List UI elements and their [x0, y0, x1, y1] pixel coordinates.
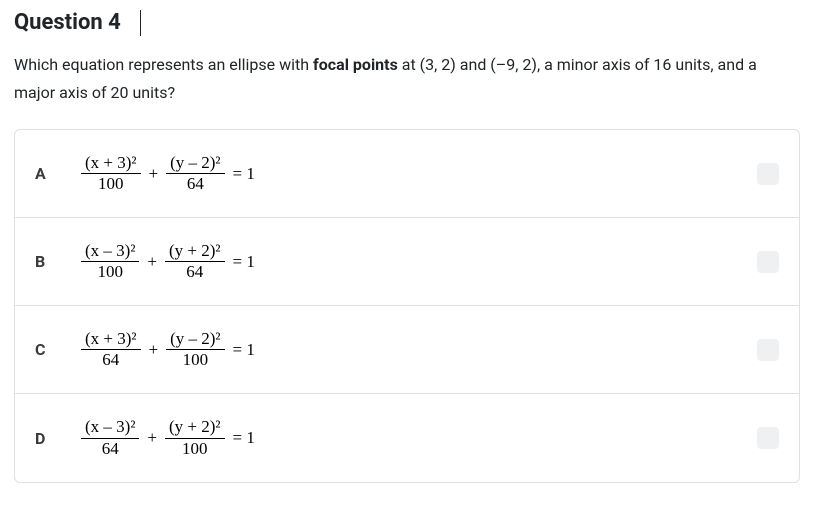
fraction-1: (x + 3)² 64	[81, 329, 141, 371]
frac2-numerator: (y – 2)²	[166, 153, 224, 174]
fraction-1: (x – 3)² 64	[81, 417, 139, 459]
frac1-denominator: 100	[94, 174, 128, 194]
fraction-2: (y – 2)² 100	[166, 329, 224, 371]
rhs: = 1	[233, 164, 255, 184]
choice-equation: (x – 3)² 64 + (y + 2)² 100 = 1	[79, 417, 757, 459]
frac2-denominator: 100	[178, 439, 212, 459]
fraction-1: (x + 3)² 100	[81, 153, 141, 195]
frac2-numerator: (y – 2)²	[166, 329, 224, 350]
choice-letter: B	[35, 252, 79, 271]
choice-equation: (x + 3)² 64 + (y – 2)² 100 = 1	[79, 329, 757, 371]
fraction-1: (x – 3)² 100	[81, 241, 139, 283]
operator: +	[147, 252, 157, 272]
question-prompt: Which equation represents an ellipse wit…	[14, 51, 800, 107]
operator: +	[149, 340, 159, 360]
prompt-bold: focal points	[313, 55, 398, 74]
choice-equation: (x – 3)² 100 + (y + 2)² 64 = 1	[79, 241, 757, 283]
question-title: Question 4	[14, 10, 800, 35]
choice-c[interactable]: C (x + 3)² 64 + (y – 2)² 100 = 1	[15, 306, 799, 394]
fraction-2: (y + 2)² 100	[165, 417, 225, 459]
frac2-denominator: 64	[182, 262, 207, 282]
fraction-2: (y – 2)² 64	[166, 153, 224, 195]
operator: +	[147, 428, 157, 448]
choice-checkbox[interactable]	[757, 163, 779, 185]
frac1-numerator: (x – 3)²	[81, 241, 139, 262]
frac1-denominator: 64	[98, 350, 123, 370]
choice-checkbox[interactable]	[757, 251, 779, 273]
rhs: = 1	[233, 252, 255, 272]
choice-d[interactable]: D (x – 3)² 64 + (y + 2)² 100 = 1	[15, 394, 799, 482]
frac1-numerator: (x + 3)²	[81, 329, 141, 350]
choice-b[interactable]: B (x – 3)² 100 + (y + 2)² 64 = 1	[15, 218, 799, 306]
choice-equation: (x + 3)² 100 + (y – 2)² 64 = 1	[79, 153, 757, 195]
rhs: = 1	[233, 340, 255, 360]
choice-letter: D	[35, 429, 79, 448]
rhs: = 1	[233, 428, 255, 448]
frac2-denominator: 64	[183, 174, 208, 194]
frac2-numerator: (y + 2)²	[165, 241, 225, 262]
choice-a[interactable]: A (x + 3)² 100 + (y – 2)² 64 = 1	[15, 130, 799, 218]
frac1-numerator: (x – 3)²	[81, 417, 139, 438]
frac1-denominator: 100	[93, 262, 127, 282]
frac2-numerator: (y + 2)²	[165, 417, 225, 438]
choice-checkbox[interactable]	[757, 339, 779, 361]
choices-container: A (x + 3)² 100 + (y – 2)² 64 = 1 B (x – …	[14, 129, 800, 483]
operator: +	[149, 164, 159, 184]
choice-checkbox[interactable]	[757, 427, 779, 449]
choice-letter: C	[35, 340, 79, 359]
frac1-denominator: 64	[98, 439, 123, 459]
frac2-denominator: 100	[179, 350, 213, 370]
frac1-numerator: (x + 3)²	[81, 153, 141, 174]
choice-letter: A	[35, 164, 79, 183]
prompt-part-1: Which equation represents an ellipse wit…	[14, 55, 313, 74]
fraction-2: (y + 2)² 64	[165, 241, 225, 283]
